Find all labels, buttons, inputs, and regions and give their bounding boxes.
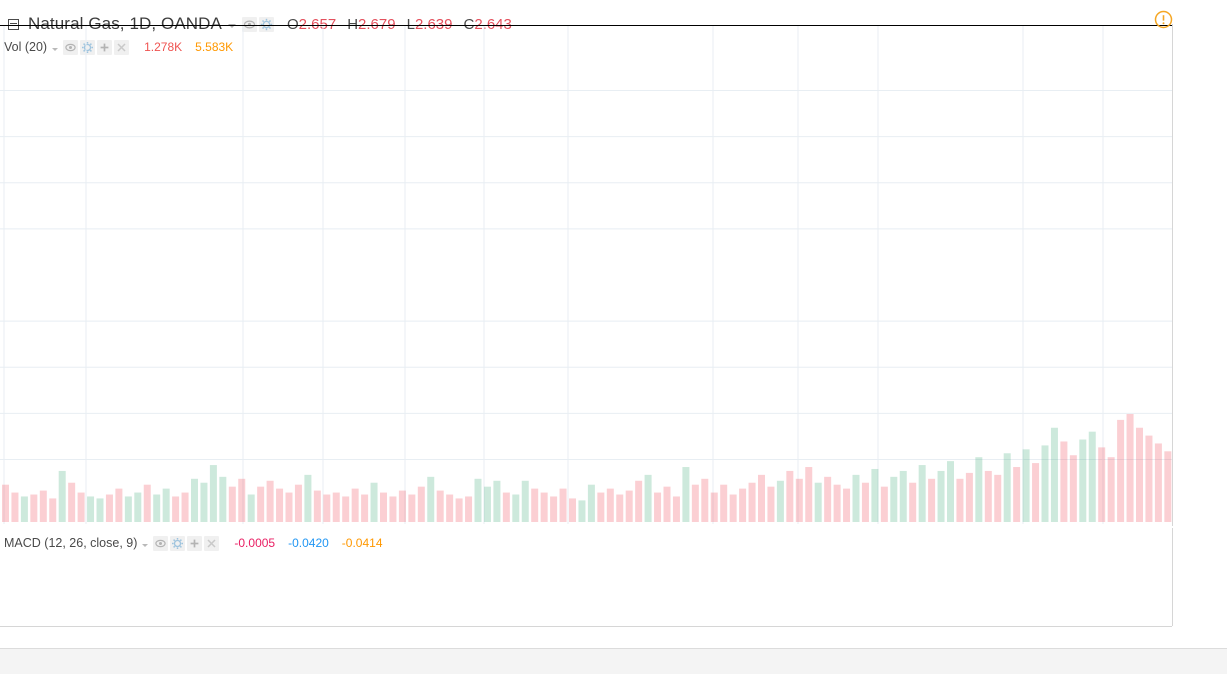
- gear-icon[interactable]: [258, 16, 274, 32]
- chevron-down-icon[interactable]: [142, 543, 149, 547]
- plus-icon[interactable]: [187, 535, 203, 551]
- eye-icon[interactable]: [63, 39, 79, 55]
- eye-icon[interactable]: [241, 16, 257, 32]
- collapse-icon[interactable]: [8, 18, 19, 30]
- macd-hist-value: -0.0005: [234, 536, 276, 550]
- ohlc-open: O2.657: [286, 15, 337, 33]
- title-divider: [0, 25, 1227, 26]
- volume-ma-value: 5.583K: [195, 40, 234, 54]
- gear-icon[interactable]: [170, 535, 186, 551]
- gear-icon[interactable]: [80, 39, 96, 55]
- plus-icon[interactable]: [97, 39, 113, 55]
- price-chart-pane[interactable]: [0, 26, 1172, 524]
- eye-icon[interactable]: [153, 535, 169, 551]
- macd-axis[interactable]: [1172, 528, 1227, 626]
- ohlc-high: H2.679: [347, 15, 396, 33]
- chevron-down-icon[interactable]: [227, 24, 236, 28]
- chevron-down-icon[interactable]: [52, 47, 59, 51]
- macd-legend: MACD (12, 26, close, 9) -0.0005 -0.0420 …: [0, 535, 383, 551]
- volume-indicator-name[interactable]: Vol (20): [4, 40, 48, 54]
- price-axis[interactable]: [1172, 24, 1227, 526]
- bottom-toolbar: [0, 648, 1227, 674]
- symbol-legend: Natural Gas, 1D, OANDA O2.657 H2.679 L2.…: [0, 12, 512, 36]
- macd-chart-pane[interactable]: [0, 530, 1172, 626]
- alert-circle-icon[interactable]: [1154, 10, 1173, 29]
- macd-line-value: -0.0420: [288, 536, 329, 550]
- macd-signal-value: -0.0414: [341, 536, 383, 550]
- close-icon[interactable]: [114, 39, 130, 55]
- symbol-title[interactable]: Natural Gas, 1D, OANDA: [28, 14, 222, 33]
- macd-indicator-name[interactable]: MACD (12, 26, close, 9): [4, 536, 138, 550]
- ohlc-low: L2.639: [406, 15, 453, 33]
- time-axis[interactable]: [0, 626, 1172, 649]
- volume-value: 1.278K: [144, 40, 183, 54]
- volume-legend: Vol (20) 1.278K 5.583K: [0, 39, 233, 55]
- close-icon[interactable]: [204, 535, 220, 551]
